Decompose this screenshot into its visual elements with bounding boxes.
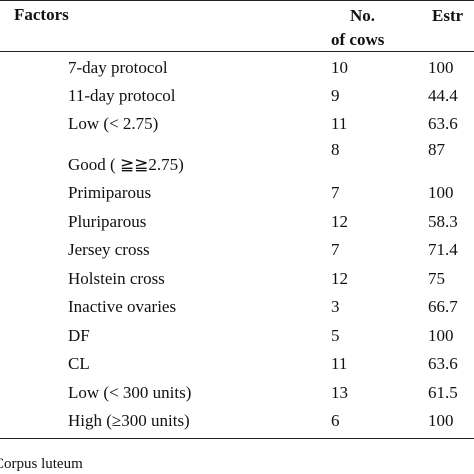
row-count: 12 [331, 269, 348, 288]
row-estrus: 61.5 [428, 383, 458, 402]
row-label: Inactive ovaries [68, 297, 177, 316]
header-count: No. [350, 6, 376, 25]
row-count: 6 [331, 411, 340, 430]
row-label: Primiparous [68, 183, 152, 202]
row-count: 7 [331, 183, 340, 202]
row-label: DF [68, 326, 90, 345]
row-estrus: 66.7 [428, 297, 458, 316]
row-count: 12 [331, 212, 348, 231]
row-estrus: 58.3 [428, 212, 458, 231]
row-label: CL [68, 354, 90, 373]
header-rule [0, 51, 474, 52]
row-estrus: 100 [428, 58, 454, 77]
row-label: Holstein cross [68, 269, 165, 288]
row-count: 10 [331, 58, 348, 77]
row-estrus: 75 [428, 269, 445, 288]
header-count: of cows [331, 30, 385, 49]
row-count: 8 [331, 140, 340, 159]
bottom-rule [0, 438, 474, 439]
row-label: 11-day protocol [68, 86, 176, 105]
row-label: Jersey cross [68, 240, 150, 259]
row-count: 3 [331, 297, 340, 316]
footnote: Corpus luteum [0, 456, 83, 472]
row-count: 11 [331, 354, 348, 373]
header-estrus: Estr [432, 6, 464, 25]
header-factors: Factors [14, 5, 69, 24]
row-count: 7 [331, 240, 340, 259]
row-label: Low (< 2.75) [68, 114, 159, 133]
row-estrus: 100 [428, 411, 454, 430]
row-label: Low (< 300 units) [68, 383, 192, 402]
row-count: 9 [331, 86, 340, 105]
top-rule [0, 0, 474, 1]
row-count: 11 [331, 114, 348, 133]
row-estrus: 71.4 [428, 240, 458, 259]
row-label: Pluriparous [68, 212, 147, 231]
row-label: Good ( ≧≧2.75) [68, 155, 184, 174]
row-estrus: 63.6 [428, 354, 458, 373]
row-estrus: 44.4 [428, 86, 458, 105]
row-label: 7-day protocol [68, 58, 168, 77]
row-estrus: 63.6 [428, 114, 458, 133]
row-count: 13 [331, 383, 348, 402]
row-estrus: 100 [428, 326, 454, 345]
row-label: High (≥300 units) [68, 411, 190, 430]
row-estrus: 87 [428, 140, 445, 159]
row-count: 5 [331, 326, 340, 345]
row-estrus: 100 [428, 183, 454, 202]
